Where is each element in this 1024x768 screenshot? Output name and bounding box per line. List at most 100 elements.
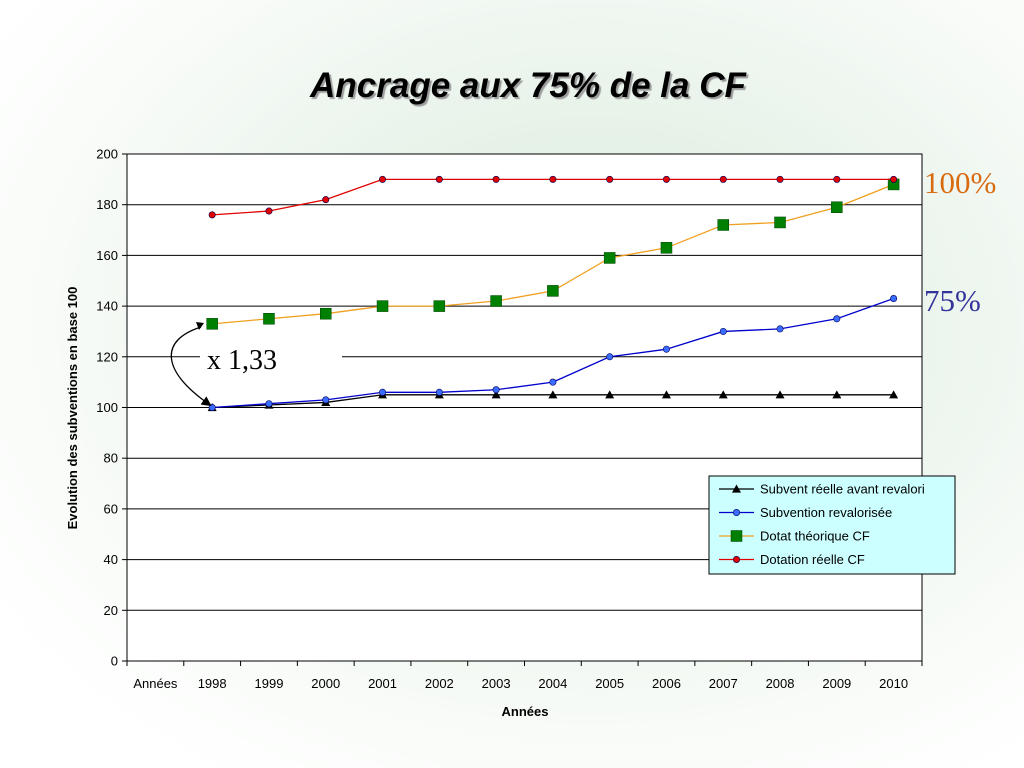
legend-item: Dotation réelle CF	[719, 552, 865, 567]
data-point	[322, 396, 330, 404]
data-point	[320, 307, 332, 320]
label-75-percent: 75%	[924, 283, 981, 318]
data-point	[606, 353, 614, 361]
data-point	[208, 211, 216, 219]
legend-box	[708, 475, 956, 575]
data-point	[833, 175, 841, 183]
data-point	[889, 390, 899, 399]
y-tick-label: 80	[104, 451, 118, 466]
data-point	[265, 400, 273, 408]
data-point	[661, 390, 671, 399]
ratio-arrow-top-head	[196, 322, 204, 330]
y-axis-ticks: 0 20 40 60 80 100 120 140 160 180 200	[96, 147, 127, 669]
data-point	[833, 315, 841, 323]
x-tick-label: 2004	[538, 676, 567, 691]
data-point	[549, 175, 557, 183]
data-point	[831, 201, 843, 213]
data-point	[265, 207, 273, 215]
data-point	[548, 390, 558, 399]
data-point	[549, 378, 557, 386]
x-tick-label: 2006	[652, 676, 681, 691]
data-point	[208, 403, 216, 411]
legend-label: Subvention revalorisée	[760, 505, 892, 520]
legend-label: Dotat théorique CF	[760, 529, 870, 544]
x-tick-label: 2007	[709, 676, 738, 691]
legend-item: Dotat théorique CF	[719, 529, 870, 544]
data-point	[775, 390, 785, 399]
series-layer	[206, 175, 900, 412]
legend-label: Subvent réelle avant revalori	[760, 482, 925, 497]
data-point	[719, 175, 727, 183]
x-tick-label: 2002	[425, 676, 454, 691]
series-3	[208, 175, 898, 219]
y-tick-label: 200	[96, 147, 118, 162]
label-100-percent: 100%	[924, 165, 996, 200]
data-point	[719, 327, 727, 335]
data-point	[662, 175, 670, 183]
y-tick-label: 160	[96, 248, 118, 263]
x-tick-label: 2003	[482, 676, 511, 691]
x-axis-title: Années	[502, 704, 549, 719]
series-2	[206, 178, 900, 330]
data-point	[435, 175, 443, 183]
data-point	[379, 175, 387, 183]
y-tick-label: 140	[96, 299, 118, 314]
ratio-label: x 1,33	[207, 345, 277, 376]
y-tick-label: 120	[96, 349, 118, 364]
data-point	[379, 388, 387, 396]
data-point	[890, 175, 898, 183]
x-tick-label: 1998	[198, 676, 227, 691]
legend-marker	[730, 530, 743, 542]
x-tick-label: 2009	[822, 676, 851, 691]
data-point	[718, 390, 728, 399]
data-point	[776, 325, 784, 333]
x-tick-label: 1999	[255, 676, 284, 691]
legend-item: Subvent réelle avant revalori	[719, 482, 925, 497]
data-point	[606, 175, 614, 183]
data-point	[433, 300, 446, 312]
y-tick-label: 20	[104, 603, 118, 618]
data-point	[662, 345, 670, 353]
data-point	[660, 242, 673, 254]
legend-label: Dotation réelle CF	[760, 552, 865, 567]
y-tick-label: 100	[96, 400, 118, 415]
data-point	[490, 295, 502, 307]
data-point	[547, 285, 559, 297]
legend-marker	[732, 484, 741, 493]
x-tick-label: 2005	[595, 676, 624, 691]
x-tick-label: 2010	[879, 676, 908, 691]
legend-marker	[732, 508, 740, 516]
y-tick-label: 40	[104, 552, 118, 567]
y-axis-title: Evolution des subventions en base 100	[65, 287, 80, 530]
legend-marker	[732, 555, 740, 563]
x-tick-label: 2001	[368, 676, 397, 691]
data-point	[376, 300, 389, 312]
legend-item: Subvention revalorisée	[719, 505, 892, 520]
y-tick-label: 180	[96, 197, 118, 212]
data-point	[435, 388, 443, 396]
data-point	[206, 318, 218, 330]
data-point	[263, 313, 275, 325]
data-point	[605, 390, 615, 399]
ratio-arrow	[170, 326, 212, 407]
y-tick-label: 60	[104, 501, 118, 516]
data-point	[492, 175, 500, 183]
x-tick-label: Années	[133, 676, 178, 691]
data-point	[717, 219, 729, 231]
data-point	[890, 294, 898, 302]
data-point	[776, 175, 784, 183]
legend: Subvent réelle avant revalori Subvention …	[708, 475, 956, 575]
slide-title: Ancrage aux 75% de la CF	[310, 66, 746, 105]
x-axis-ticks: Années 1998 1999 2000 2001 2002 2003 2004 2005 20…	[126, 661, 923, 691]
data-point	[832, 390, 842, 399]
series-1	[208, 294, 898, 411]
data-point	[322, 196, 330, 204]
ratio-label-bg	[200, 337, 342, 375]
y-tick-label: 0	[111, 654, 118, 669]
data-point	[492, 386, 500, 394]
data-point	[774, 216, 786, 229]
data-point	[603, 252, 616, 264]
x-tick-label: 2008	[766, 676, 795, 691]
data-point	[491, 390, 501, 399]
